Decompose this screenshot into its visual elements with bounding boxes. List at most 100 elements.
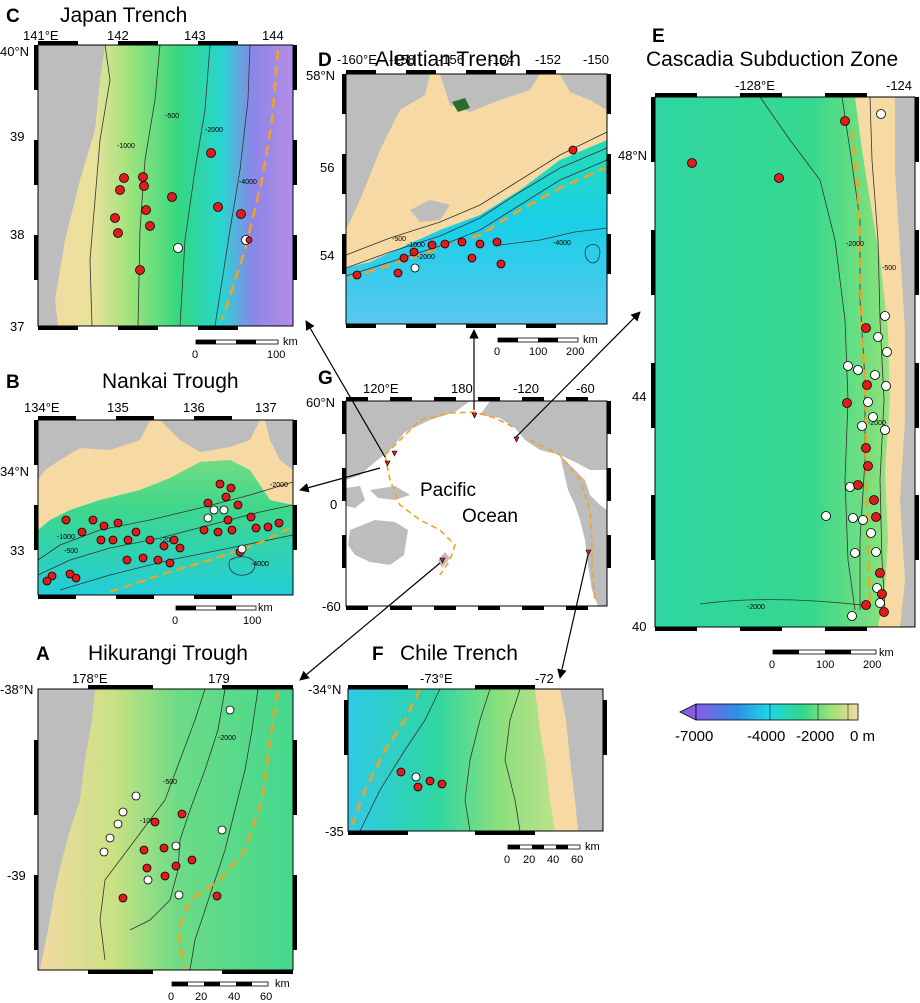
land [265, 420, 293, 470]
scale-bar: 0 20 40 60 km [168, 978, 290, 1003]
svg-text:-4000: -4000 [553, 240, 571, 247]
svg-text:-39: -39 [7, 868, 26, 883]
svg-text:200: 200 [566, 346, 584, 358]
land [560, 689, 603, 831]
scale-bar: 0 100 km [192, 336, 298, 361]
svg-text:-500: -500 [882, 265, 896, 272]
svg-text:-150: -150 [583, 52, 609, 67]
land [346, 74, 430, 230]
svg-text:136: 136 [183, 400, 205, 415]
scale-bar: 0 100 200 km [494, 334, 598, 358]
svg-text:100: 100 [267, 349, 285, 361]
svg-text:-1000: -1000 [57, 534, 75, 541]
contour [214, 44, 251, 327]
svg-text:-2000: -2000 [417, 254, 435, 261]
svg-text:44: 44 [632, 389, 646, 404]
svg-text:-500: -500 [163, 779, 177, 786]
svg-text:-60: -60 [576, 381, 595, 396]
svg-text:100: 100 [816, 659, 834, 671]
svg-text:km: km [585, 841, 600, 853]
svg-text:-160°E: -160°E [337, 52, 377, 67]
svg-text:-4000: -4000 [251, 561, 269, 568]
australia [348, 520, 408, 565]
svg-text:100: 100 [529, 346, 547, 358]
panel-letter: D [318, 50, 332, 71]
x-tick: 142 [107, 28, 129, 43]
svg-text:-500: -500 [64, 548, 78, 555]
contour-label: -1000 [117, 143, 135, 150]
svg-text:0: 0 [494, 346, 500, 358]
panel-title: Cascadia Subduction Zone [646, 48, 898, 71]
svg-text:km: km [258, 602, 273, 614]
land [370, 486, 410, 500]
colorbar-label: -4000 [747, 728, 785, 745]
svg-text:200: 200 [863, 659, 881, 671]
svg-text:0: 0 [192, 349, 198, 361]
asia [346, 401, 470, 480]
colorbar-label: 0 m [850, 728, 875, 745]
site-markers [396, 767, 447, 792]
svg-text:-2000: -2000 [846, 241, 864, 248]
land [410, 200, 450, 222]
svg-text:km: km [283, 336, 298, 348]
panel-d: D Aleutian Trench -500 -1000 -2000 -4000 [306, 48, 611, 358]
svg-text:40: 40 [547, 854, 559, 866]
svg-text:0: 0 [504, 854, 510, 866]
trench-line [176, 691, 280, 969]
svg-text:-1000: -1000 [140, 818, 158, 825]
svg-text:-120: -120 [513, 381, 539, 396]
scale-bar: 0 100 km [172, 602, 273, 627]
panel-title: Nankai Trough [102, 370, 239, 393]
panel-title: Chile Trench [400, 642, 518, 665]
svg-text:179: 179 [208, 671, 230, 686]
svg-text:180: 180 [451, 381, 473, 396]
svg-text:54: 54 [320, 248, 334, 263]
south-america [560, 455, 607, 606]
trench-line [349, 166, 606, 280]
svg-text:-2000: -2000 [218, 735, 236, 742]
frame-ticks [342, 70, 611, 328]
panel-c: C Japan Trench -1000 -500 -2000 -4000 [0, 4, 298, 361]
north-america [480, 401, 607, 470]
colorbar-label: -2000 [796, 728, 834, 745]
x-tick: 143 [184, 28, 206, 43]
svg-text:0: 0 [172, 615, 178, 627]
panel-title: Aleutian Trench [375, 48, 521, 71]
x-tick: 141°E [23, 28, 59, 43]
svg-text:0: 0 [769, 659, 775, 671]
y-tick: 38 [10, 227, 24, 242]
svg-text:-152: -152 [535, 52, 561, 67]
panel-letter: A [36, 644, 50, 665]
pointer-arrows [299, 311, 641, 681]
trench-line [350, 688, 422, 826]
panel-title: Japan Trench [60, 4, 187, 27]
frame-ticks [651, 93, 919, 631]
site-markers [384, 412, 592, 564]
trench-line [850, 129, 872, 611]
panel-e: E Cascadia Subduction Zone -500 -2000 -2… [618, 26, 919, 671]
svg-text:-60: -60 [322, 599, 341, 614]
svg-text:-34°N: -34°N [308, 682, 341, 697]
svg-text:60: 60 [260, 991, 272, 1003]
svg-text:-2000: -2000 [747, 604, 765, 611]
contour-label: -500 [165, 113, 179, 120]
colorbar: -7000 -4000 -2000 0 m [675, 703, 875, 745]
panel-letter: C [6, 6, 20, 27]
land [160, 420, 260, 452]
svg-text:40: 40 [228, 991, 240, 1003]
svg-text:134°E: 134°E [24, 400, 60, 415]
frame-ticks [34, 685, 297, 974]
plate-boundary [384, 411, 596, 601]
site-markers [99, 705, 235, 903]
panel-g: G Pacific Ocean 120°E 180 -120 [306, 368, 611, 614]
svg-text:-2000: -2000 [160, 537, 178, 544]
svg-text:0: 0 [168, 991, 174, 1003]
svg-text:48°N: 48°N [618, 148, 647, 163]
svg-text:120°E: 120°E [363, 381, 399, 396]
svg-text:-154: -154 [488, 52, 514, 67]
contour [137, 44, 161, 327]
svg-text:58°N: 58°N [306, 68, 335, 83]
contour-label: -4000 [239, 179, 257, 186]
svg-text:-2000: -2000 [270, 482, 288, 489]
